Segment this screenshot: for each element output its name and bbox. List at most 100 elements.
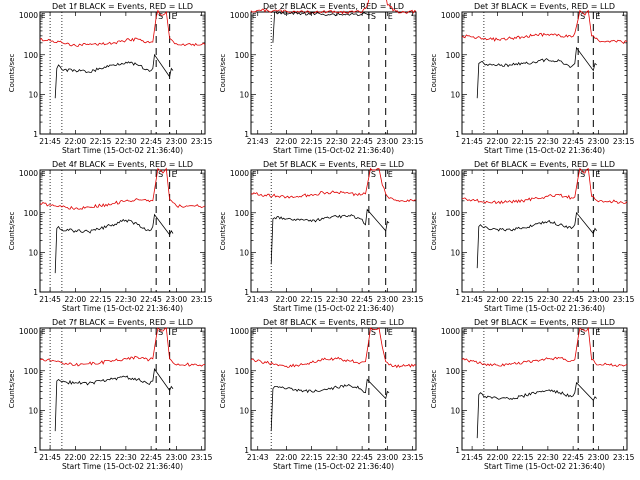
x-tick-label: 22:00	[276, 295, 298, 304]
events-series-line	[270, 208, 390, 265]
y-tick-label: 10	[239, 90, 249, 99]
end-marker-label: E	[172, 328, 177, 337]
y-tick-label: 10	[239, 406, 249, 415]
x-tick-label: 22:00	[487, 295, 509, 304]
y-axis-label: Counts/sec	[430, 54, 438, 93]
detector-panel: Det 9f BLACK = Events, RED = LLD 1 10 100 10…	[430, 318, 635, 471]
corner-marker-label: E	[252, 170, 256, 178]
y-tick-label: 1000	[19, 327, 38, 336]
plot-frame	[461, 169, 628, 293]
x-tick-label: 23:15	[402, 137, 424, 146]
events-series-line	[54, 53, 174, 99]
x-tick-label: 22:00	[276, 137, 298, 146]
x-tick-label: 22:45	[562, 453, 584, 462]
x-tick-label: 22:15	[301, 453, 323, 462]
start-marker-label: S	[371, 170, 376, 179]
y-tick-label: 10	[28, 248, 38, 257]
plot-frame	[39, 11, 206, 135]
panel-title: Det 4f BLACK = Events, RED = LLD	[52, 160, 193, 169]
x-tick-label: 23:15	[613, 453, 635, 462]
panel-title: Det 9f BLACK = Events, RED = LLD	[474, 318, 615, 327]
events-series-line	[476, 211, 598, 269]
x-tick-label: 22:15	[512, 137, 534, 146]
x-tick-label: 21:43	[247, 295, 269, 304]
x-tick-label: 22:00	[65, 453, 87, 462]
detector-panel: Det 5f BLACK = Events, RED = LLD 1 10 100 10…	[219, 160, 424, 313]
detector-panel: Det 1f BLACK = Events, RED = LLD 1 10 100 10…	[8, 2, 213, 155]
x-tick-label: 21:45	[461, 453, 483, 462]
detector-panel: Det 7f BLACK = Events, RED = LLD 1 10 100 10…	[8, 318, 213, 471]
y-tick-label: 1	[244, 130, 249, 139]
y-axis-label: Counts/sec	[430, 370, 438, 409]
y-axis-label: Counts/sec	[8, 54, 16, 93]
detector-panel: Det 6f BLACK = Events, RED = LLD 1 10 100 10…	[430, 160, 635, 313]
x-tick-label: 23:15	[402, 453, 424, 462]
y-tick-label: 100	[24, 367, 39, 376]
x-axis-label: Start Time (15-Oct-02 21:36:40)	[62, 146, 183, 155]
corner-marker-label: E	[41, 170, 45, 178]
y-tick-label: 1	[455, 288, 460, 297]
y-tick-label: 10	[450, 406, 460, 415]
x-tick-label: 21:45	[39, 295, 61, 304]
lld-series-line	[461, 326, 628, 367]
x-tick-label: 22:00	[65, 295, 87, 304]
x-axis-label: Start Time (15-Oct-02 21:36:40)	[484, 304, 605, 313]
y-axis-label: Counts/sec	[219, 370, 227, 409]
x-axis-label: Start Time (15-Oct-02 21:36:40)	[484, 146, 605, 155]
y-tick-label: 1000	[441, 327, 460, 336]
y-tick-label: 100	[235, 51, 250, 60]
events-series-line	[476, 381, 597, 439]
x-tick-label: 22:00	[487, 137, 509, 146]
x-tick-label: 22:30	[115, 453, 137, 462]
x-tick-label: 23:00	[166, 295, 188, 304]
x-tick-label: 22:00	[276, 453, 298, 462]
x-tick-label: 22:15	[301, 137, 323, 146]
x-tick-label: 22:30	[326, 137, 348, 146]
corner-marker-label: E	[463, 170, 467, 178]
x-tick-label: 22:45	[562, 295, 584, 304]
x-tick-label: 22:00	[65, 137, 87, 146]
x-axis-label: Start Time (15-Oct-02 21:36:40)	[273, 304, 394, 313]
lld-series-line	[250, 167, 416, 203]
x-tick-label: 22:30	[537, 137, 559, 146]
corner-marker-label: E	[252, 328, 256, 336]
y-tick-label: 1	[455, 446, 460, 455]
panel-title: Det 3f BLACK = Events, RED = LLD	[474, 2, 615, 11]
x-tick-label: 22:15	[512, 453, 534, 462]
y-tick-label: 1000	[19, 11, 38, 20]
events-series-line	[270, 378, 390, 432]
end-marker-label: E	[172, 12, 177, 21]
plot-frame	[250, 11, 417, 135]
corner-marker-label: E	[252, 12, 256, 20]
x-tick-label: 21:43	[247, 137, 269, 146]
x-axis-label: Start Time (15-Oct-02 21:36:40)	[62, 304, 183, 313]
x-tick-label: 23:15	[613, 137, 635, 146]
detector-panel: Det 3f BLACK = Events, RED = LLD 1 10 100 10…	[430, 2, 635, 155]
y-tick-label: 100	[446, 51, 461, 60]
y-axis-label: Counts/sec	[8, 370, 16, 409]
x-tick-label: 22:45	[140, 453, 162, 462]
start-marker-label: S	[580, 328, 585, 337]
end-marker-label: E	[595, 12, 600, 21]
x-tick-label: 23:15	[191, 453, 213, 462]
plot-frame	[39, 327, 206, 451]
x-tick-label: 23:00	[588, 295, 610, 304]
x-tick-label: 23:15	[402, 295, 424, 304]
x-tick-label: 22:30	[326, 295, 348, 304]
lld-series-line	[250, 0, 417, 15]
x-tick-label: 23:15	[191, 137, 213, 146]
x-tick-label: 23:00	[166, 137, 188, 146]
x-tick-label: 22:45	[351, 453, 373, 462]
x-axis-label: Start Time (15-Oct-02 21:36:40)	[273, 462, 394, 471]
end-marker-label: E	[595, 170, 600, 179]
lld-series-line	[39, 167, 206, 211]
detector-panel: Det 8f BLACK = Events, RED = LLD 1 10 100 10…	[219, 318, 424, 471]
y-tick-label: 1	[33, 288, 38, 297]
events-series-line	[476, 46, 597, 99]
x-tick-label: 22:45	[140, 295, 162, 304]
plot-frame	[461, 327, 628, 451]
start-marker-label: S	[371, 328, 376, 337]
x-tick-label: 22:15	[512, 295, 534, 304]
corner-marker-label: E	[41, 12, 45, 20]
y-tick-label: 10	[450, 90, 460, 99]
